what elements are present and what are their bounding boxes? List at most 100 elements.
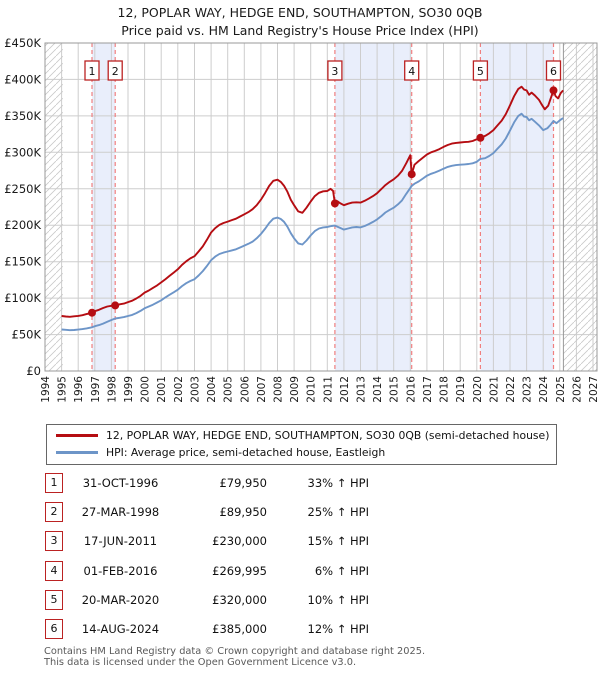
sale-marker-box	[472, 60, 489, 81]
sale-table-row: 6 14-AUG-2024 £385,000 12% ↑ HPI	[0, 619, 600, 639]
x-tick-label: 2017	[422, 376, 434, 403]
sale-price: £385,000	[212, 622, 267, 636]
y-tick-label: £450K	[4, 36, 41, 50]
sale-marker-number: 4	[408, 65, 415, 78]
sale-table-row: 4 01-FEB-2016 £269,995 6% ↑ HPI	[0, 560, 600, 581]
x-tick-label: 2019	[455, 376, 467, 403]
x-tick-label: 1995	[57, 376, 69, 403]
sale-table-row: 2 27-MAR-1998 £89,950 25% ↑ HPI	[0, 502, 600, 523]
sale-point-dot	[407, 170, 416, 179]
sale-vs-hpi: 33% ↑ HPI	[307, 476, 369, 490]
sale-row-number: 3	[45, 531, 63, 552]
sale-date: 31-OCT-1996	[82, 476, 159, 490]
y-tick-label: £0	[26, 364, 41, 378]
sale-marker-number: 1	[89, 65, 96, 78]
property-line-swatch	[56, 434, 98, 437]
sale-row-number: 5	[45, 589, 63, 610]
ownership-band	[480, 43, 554, 371]
sale-marker-box	[107, 60, 123, 81]
sale-point-dot	[549, 86, 558, 95]
x-tick-label: 2000	[140, 376, 152, 403]
x-tick-label: 2006	[239, 376, 251, 403]
x-tick-label: 2010	[306, 376, 318, 403]
legend-label-property: 12, POPLAR WAY, HEDGE END, SOUTHAMPTON, …	[106, 429, 550, 442]
sale-row-number: 2	[45, 502, 63, 523]
sale-point-dot	[111, 301, 120, 310]
sale-row-number: 1	[45, 473, 63, 493]
x-tick-label: 2014	[372, 376, 384, 403]
sale-price: £89,950	[219, 505, 267, 520]
sale-table-row: 1 31-OCT-1996 £79,950 33% ↑ HPI	[0, 473, 600, 493]
sale-point-dot	[88, 308, 96, 317]
ownership-band	[92, 43, 116, 371]
y-tick-label: £400K	[4, 72, 41, 86]
x-tick-label: 2004	[206, 376, 218, 403]
sale-point-dot	[476, 133, 485, 142]
x-tick-label: 2005	[223, 376, 235, 403]
sale-date: 14-AUG-2024	[81, 622, 160, 636]
sale-marker-number: 5	[477, 65, 484, 78]
sale-table-row: 5 20-MAR-2020 £320,000 10% ↑ HPI	[0, 589, 600, 610]
sale-marker-box	[545, 60, 562, 81]
x-tick-label: 1996	[73, 376, 85, 403]
x-tick-label: 2027	[588, 376, 600, 403]
sale-marker-number: 3	[331, 65, 338, 78]
plot-border	[44, 42, 598, 372]
x-tick-label: 2026	[571, 376, 583, 403]
chart-title: 12, POPLAR WAY, HEDGE END, SOUTHAMPTON, …	[117, 5, 483, 20]
x-tick-label: 2002	[173, 376, 185, 403]
sale-vs-hpi: 15% ↑ HPI	[307, 534, 369, 549]
footer-licence: This data is licensed under the Open Gov…	[44, 657, 357, 668]
y-tick-label: £200K	[4, 218, 41, 232]
sale-date: 20-MAR-2020	[81, 592, 160, 607]
property-price-line	[61, 85, 564, 318]
chart-subtitle: Price paid vs. HM Land Registry's House …	[121, 23, 479, 38]
x-tick-label: 2015	[389, 376, 401, 403]
sale-marker-box	[84, 60, 100, 81]
x-tick-label: 2024	[538, 376, 550, 403]
hpi-line-swatch	[56, 451, 98, 454]
x-tick-label: 2018	[439, 376, 451, 403]
sale-row-number: 4	[45, 560, 63, 581]
sale-price: £230,000	[212, 534, 267, 549]
x-tick-label: 1997	[90, 376, 102, 403]
y-tick-label: £50K	[12, 328, 42, 342]
sale-table-row: 3 17-JUN-2011 £230,000 15% ↑ HPI	[0, 531, 600, 552]
sale-date: 01-FEB-2016	[83, 563, 158, 578]
x-tick-label: 2022	[505, 376, 517, 403]
legend-row-property: 12, POPLAR WAY, HEDGE END, SOUTHAMPTON, …	[47, 427, 556, 444]
sale-date: 27-MAR-1998	[81, 505, 160, 520]
x-tick-label: 2001	[156, 376, 168, 403]
ownership-band	[334, 43, 412, 371]
sale-price: £320,000	[212, 592, 267, 607]
x-tick-label: 1994	[40, 376, 52, 403]
y-tick-label: £300K	[4, 145, 41, 159]
chart-svg: 1 2 3 4 5 6 £0 £50K £100K £150K £200K £250K £300K £35…	[4, 36, 600, 403]
hatched-region	[45, 43, 63, 371]
x-tick-label: 2008	[273, 376, 285, 403]
sale-vs-hpi: 10% ↑ HPI	[307, 592, 369, 607]
sale-marker-number: 2	[112, 65, 119, 78]
x-tick-label: 2003	[190, 376, 202, 403]
sale-marker-number: 6	[550, 65, 557, 78]
hpi-line	[61, 112, 564, 332]
sale-vs-hpi: 12% ↑ HPI	[307, 622, 369, 636]
sale-point-dot	[330, 199, 339, 208]
x-tick-label: 2009	[289, 376, 301, 403]
hatched-region	[563, 43, 597, 371]
y-tick-label: £250K	[4, 182, 41, 196]
x-tick-label: 2020	[472, 376, 484, 403]
y-tick-label: £350K	[4, 109, 41, 123]
sale-marker-box	[327, 60, 343, 81]
price-chart: 1 2 3 4 5 6 £0 £50K £100K £150K £200K £250K £300K £35…	[4, 36, 600, 403]
sale-price: £79,950	[219, 476, 267, 490]
x-tick-label: 2007	[256, 376, 268, 403]
legend: 12, POPLAR WAY, HEDGE END, SOUTHAMPTON, …	[46, 424, 557, 465]
x-tick-label: 2021	[488, 376, 500, 403]
x-tick-label: 1999	[123, 376, 135, 403]
x-tick-label: 2016	[405, 376, 417, 403]
sale-row-number: 6	[45, 619, 63, 639]
sale-marker-box	[404, 60, 420, 81]
x-tick-label: 2013	[356, 376, 368, 403]
